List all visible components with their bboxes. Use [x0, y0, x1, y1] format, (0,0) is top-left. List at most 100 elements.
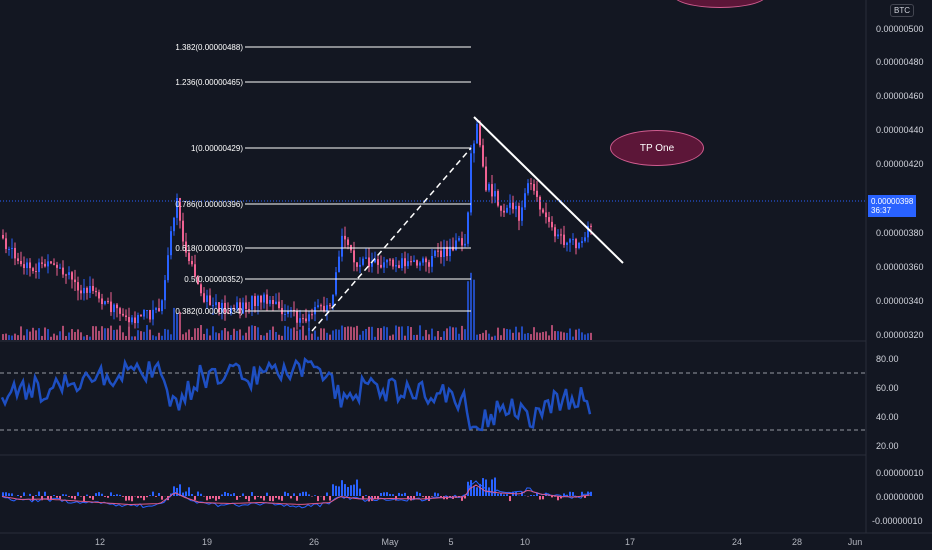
volume-bar [341, 325, 343, 340]
macd-bar [437, 493, 439, 496]
candle-body [74, 279, 76, 283]
volume-bar [254, 325, 256, 340]
volume-bar [125, 335, 127, 340]
volume-bar [143, 331, 145, 340]
candle-body [527, 183, 529, 194]
volume-bar [548, 335, 550, 340]
volume-bar [413, 334, 415, 340]
price-tick-360: 0.00000360 [876, 262, 924, 272]
macd-bar [275, 496, 277, 498]
volume-bar [98, 330, 100, 340]
macd-bar [8, 493, 10, 496]
volume-bar [47, 329, 49, 340]
macd-bar [266, 492, 268, 496]
candle-body [419, 262, 421, 266]
volume-bar [416, 334, 418, 340]
fibonacci-retracement[interactable]: 1.382(0.00000488) 1.236(0.00000465) 1(0.… [175, 43, 471, 316]
macd-bar [248, 496, 250, 502]
candle-body [386, 259, 388, 263]
candle-body [311, 314, 313, 316]
macd-bar [341, 480, 343, 496]
volume-bar [95, 326, 97, 340]
macd-bar [95, 493, 97, 496]
macd-bar [53, 495, 55, 496]
macd-bar [149, 495, 151, 496]
candle-body [452, 246, 454, 251]
volume-bar [275, 331, 277, 340]
candlesticks[interactable] [2, 120, 592, 331]
time-tick-12: 12 [95, 537, 105, 547]
volume-bar [245, 332, 247, 340]
candle-body [569, 239, 571, 243]
macd-bar [230, 494, 232, 496]
candle-body [149, 310, 151, 320]
volume-bar [89, 336, 91, 340]
volume-bar [362, 330, 364, 340]
macd-bar [557, 496, 559, 501]
macd-tick-pos: 0.00000010 [876, 468, 924, 478]
volume-bar [53, 333, 55, 340]
time-tick-28: 28 [792, 537, 802, 547]
volume-bar [77, 329, 79, 340]
volume-bar [17, 335, 19, 340]
macd-bar [272, 496, 274, 502]
volume-bar [293, 327, 295, 340]
volume-bar [14, 333, 16, 340]
macd-bar [386, 492, 388, 496]
dashed-trendline[interactable] [311, 147, 472, 332]
volume-bar [506, 328, 508, 340]
candle-body [68, 272, 70, 276]
macd-bar [68, 496, 70, 497]
macd-bar [56, 496, 58, 498]
macd-tick-neg: -0.00000010 [872, 516, 923, 526]
macd-bar [254, 496, 256, 500]
volume-bar [11, 335, 13, 340]
rsi-tick-20: 20.00 [876, 441, 899, 451]
volume-bar [584, 334, 586, 340]
candle-body [38, 262, 40, 273]
volume-bar [347, 326, 349, 340]
currency-badge[interactable]: BTC [890, 4, 914, 17]
macd-bar [485, 479, 487, 496]
macd-bar [182, 492, 184, 496]
volume-bar [317, 336, 319, 340]
volume-bar [380, 328, 382, 340]
candle-body [482, 145, 484, 167]
macd-signal-line[interactable] [1, 484, 591, 506]
candle-body [260, 295, 262, 303]
volume-bar [5, 333, 7, 340]
candle-body [380, 264, 382, 268]
candle-body [362, 258, 364, 265]
candle-body [128, 317, 130, 323]
candle-body [53, 263, 55, 265]
macd-bar [23, 492, 25, 496]
volume-bar [458, 333, 460, 340]
price-tick-460: 0.00000460 [876, 91, 924, 101]
downtrend-line[interactable] [473, 116, 624, 264]
candle-body [233, 308, 235, 310]
price-tick-320: 0.00000320 [876, 330, 924, 340]
candle-body [329, 305, 331, 307]
volume-bar [308, 327, 310, 340]
candle-body [212, 305, 214, 307]
candle-body [5, 238, 7, 250]
candle-body [77, 282, 79, 291]
candle-body [464, 243, 466, 246]
volume-bar [140, 331, 142, 340]
macd-bar [74, 496, 76, 500]
rsi-line[interactable] [0, 356, 592, 432]
macd-bar [92, 496, 94, 500]
macd-bar [71, 496, 73, 499]
volume-bar [389, 335, 391, 340]
candle-body [437, 250, 439, 252]
candle-body [44, 263, 46, 267]
macd-bar [50, 496, 52, 500]
macd-bar [224, 491, 226, 496]
candle-body [101, 298, 103, 305]
candle-body [269, 300, 271, 304]
volume-bar [182, 334, 184, 340]
candle-body [554, 227, 556, 237]
tp-one-ellipse[interactable]: TP One [610, 130, 704, 166]
volume-bar [395, 325, 397, 340]
